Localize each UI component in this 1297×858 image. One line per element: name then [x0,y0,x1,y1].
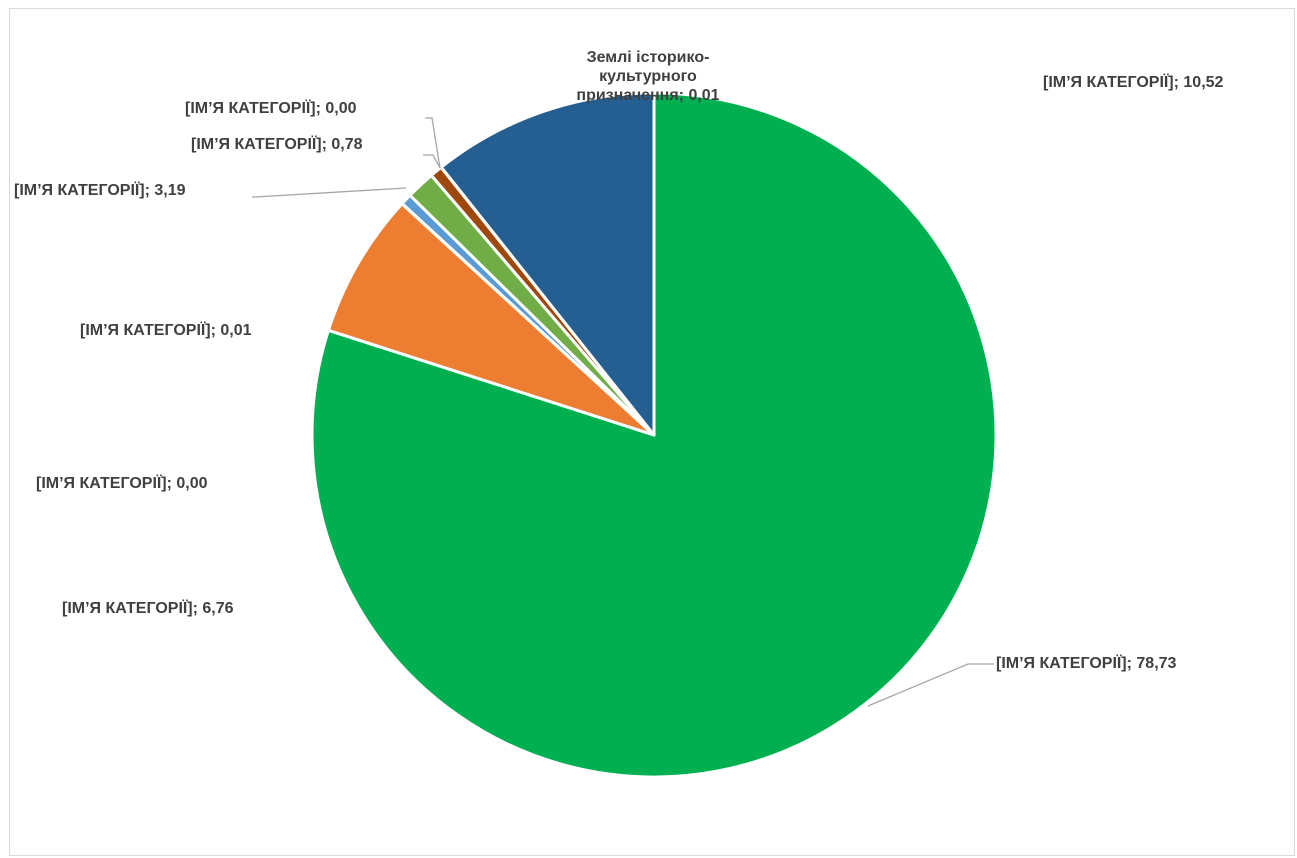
pie-slice-9 [439,91,656,437]
leader-line-1 [867,663,994,707]
data-label-0-00-top: [ІМ’Я КАТЕГОРІЇ]; 0,00 [185,100,357,117]
data-label-0-00-left: [ІМ’Я КАТЕГОРІЇ]; 0,00 [36,475,208,492]
data-label-78-73: [ІМ’Я КАТЕГОРІЇ]; 78,73 [996,655,1177,672]
leader-line-2 [252,187,407,198]
leader-line-4 [425,117,441,169]
data-label-10-52: [ІМ’Я КАТЕГОРІЇ]; 10,52 [1043,74,1224,91]
leader-line-3 [423,154,441,169]
data-label-0-01: [ІМ’Я КАТЕГОРІЇ]; 0,01 [80,322,252,339]
data-label-historical-cultural-land: Землі історико-культурного призначення; … [576,49,720,104]
data-label-0-78: [ІМ’Я КАТЕГОРІЇ]; 0,78 [191,136,363,153]
data-label-3-19: [ІМ’Я КАТЕГОРІЇ]; 3,19 [14,182,186,199]
data-label-6-76: [ІМ’Я КАТЕГОРІЇ]; 6,76 [62,600,234,617]
pie-slice-2 [326,202,656,437]
